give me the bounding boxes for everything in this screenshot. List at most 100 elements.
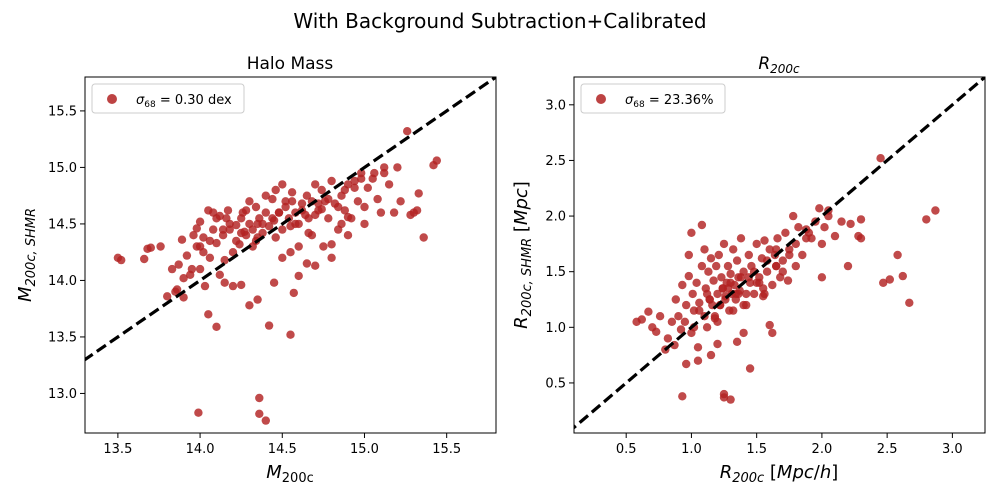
halo-mass-point <box>156 242 165 251</box>
halo-mass-point <box>261 191 270 200</box>
halo-mass-point <box>327 240 336 249</box>
halo-mass-point <box>195 264 205 274</box>
halo-mass-point <box>212 322 221 331</box>
r200c-ticks: 0.5 1.0 1.5 2.0 2.5 3.0 0.5 1.0 1.5 2.0 2.5 3.0 <box>545 98 962 457</box>
halo-mass-legend-rest: = 0.30 dex <box>156 93 232 108</box>
halo-mass-point <box>220 255 229 265</box>
halo-mass-point <box>200 281 210 291</box>
r200c-point <box>713 317 722 326</box>
r200c-legend-rest: = 23.36% <box>645 93 714 108</box>
r200c-point <box>693 343 703 352</box>
r200c-point <box>739 300 748 310</box>
halo-mass-point <box>177 235 187 244</box>
r200c-point <box>742 289 751 299</box>
r200c-point <box>706 254 716 263</box>
halo-mass-point <box>302 191 312 200</box>
halo-mass-point <box>384 180 394 189</box>
halo-mass-legend-sigma: σ <box>136 93 145 108</box>
r200c-reference-line-group <box>574 77 985 430</box>
halo-mass-point <box>223 206 233 215</box>
halo-mass-axes-frame <box>84 76 497 434</box>
r200c-point <box>678 280 687 290</box>
halo-mass-point <box>269 278 279 287</box>
halo-mass-point <box>360 219 369 229</box>
halo-mass-point <box>304 228 313 238</box>
r200c-point <box>736 234 746 243</box>
r200c-point <box>709 276 718 285</box>
halo-mass-point <box>304 214 313 223</box>
halo-mass-y-tick-label: 15.0 <box>48 161 77 176</box>
r200c-point <box>885 275 894 284</box>
halo-mass-point <box>251 202 261 212</box>
r200c-point <box>778 267 787 276</box>
r200c-point <box>820 223 829 232</box>
halo-mass-point <box>327 253 336 262</box>
halo-mass-point <box>199 233 208 242</box>
r200c-legend-marker <box>596 94 606 104</box>
halo-mass-point <box>146 243 155 252</box>
r200c-point <box>671 295 680 304</box>
halo-mass-point <box>220 278 229 287</box>
halo-mass-point <box>204 310 213 319</box>
r200c-x-tick-label: 0.5 <box>616 442 637 457</box>
halo-mass-point <box>205 236 215 246</box>
r200c-point <box>695 298 704 307</box>
halo-mass-point <box>241 231 251 240</box>
r200c-point <box>781 228 790 237</box>
halo-mass-point <box>287 188 297 197</box>
halo-mass-ticks: 13.5 14.0 14.5 15.0 15.5 13.0 13.5 14.0 14.5 15.0… <box>48 104 461 457</box>
halo-mass-x-tick-label: 15.5 <box>432 442 461 457</box>
r200c-point <box>695 306 704 315</box>
halo-mass-point <box>255 409 264 418</box>
halo-mass-legend-marker <box>107 94 117 104</box>
r200c-point <box>723 261 733 271</box>
halo-mass-point <box>163 292 172 301</box>
r200c-point <box>680 317 690 326</box>
halo-mass-point <box>232 236 241 246</box>
r200c-point <box>717 273 726 282</box>
halo-mass-point <box>261 208 270 217</box>
r200c-point <box>684 271 693 281</box>
halo-mass-point <box>192 224 201 233</box>
halo-mass-point <box>248 225 257 234</box>
r200c-point <box>700 245 709 254</box>
r200c-point <box>682 359 691 369</box>
halo-mass-point <box>117 255 126 265</box>
r200c-point <box>745 364 755 373</box>
r200c-point <box>739 328 748 338</box>
halo-mass-point <box>294 271 303 281</box>
r200c-point <box>752 239 761 249</box>
r200c-point <box>652 327 661 336</box>
halo-mass-point <box>324 194 333 204</box>
halo-mass-point <box>380 163 389 172</box>
r200c-y-tick-label: 0.5 <box>545 376 566 391</box>
r200c-point <box>732 256 742 265</box>
r200c-reference-line <box>574 77 985 430</box>
halo-mass-point <box>350 176 359 186</box>
halo-mass-point <box>182 251 192 260</box>
r200c-point <box>637 315 646 324</box>
halo-mass-point <box>278 225 287 234</box>
r200c-point <box>687 228 696 237</box>
halo-mass-point <box>340 185 349 195</box>
r200c-x-tick-label: 2.5 <box>877 442 898 457</box>
halo-mass-point <box>414 189 423 198</box>
r200c-point <box>898 271 907 281</box>
halo-mass-x-tick-label: 14.5 <box>268 442 297 457</box>
halo-mass-point <box>268 214 277 223</box>
halo-mass-point <box>264 321 274 330</box>
r200c-point <box>815 204 824 213</box>
r200c-x-tick-label: 3.0 <box>942 442 963 457</box>
r200c-point <box>702 323 712 332</box>
halo-mass-point <box>209 208 218 217</box>
halo-mass-legend-label: σ68 = 0.30 dex <box>136 93 232 110</box>
r200c-point <box>843 261 853 271</box>
halo-mass-point <box>194 408 203 417</box>
halo-mass-x-tick-label: 13.5 <box>103 442 132 457</box>
halo-mass-point <box>253 295 262 304</box>
r200c-point <box>719 239 729 249</box>
halo-mass-point <box>350 183 359 192</box>
r200c-point <box>706 350 716 360</box>
r200c-point <box>713 339 722 349</box>
r200c-point <box>705 295 714 304</box>
